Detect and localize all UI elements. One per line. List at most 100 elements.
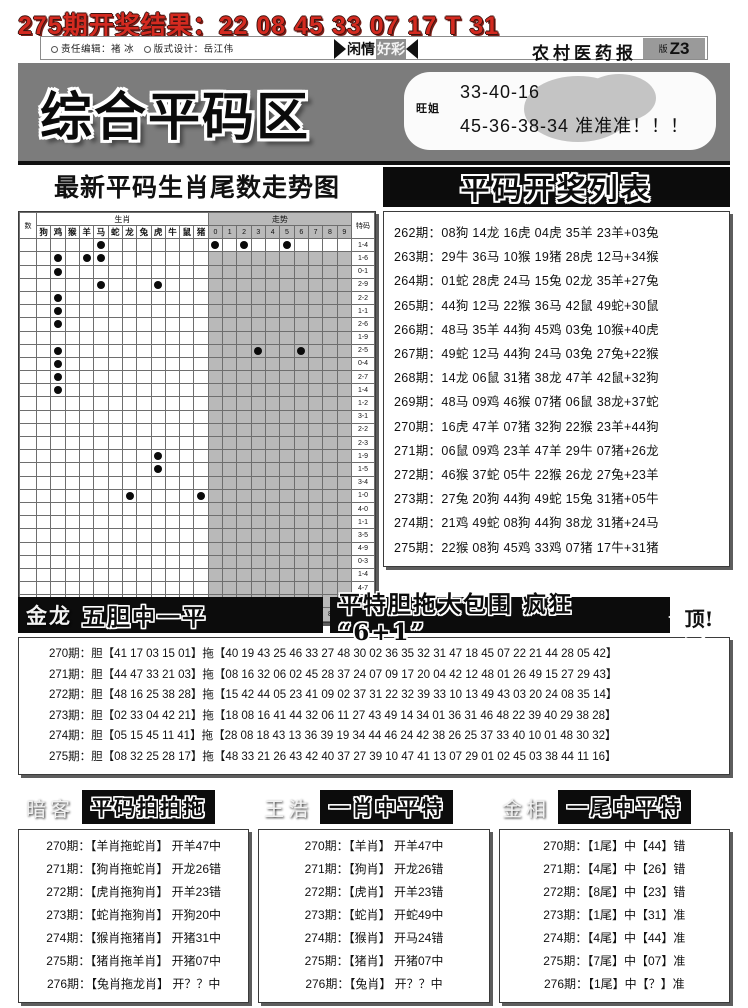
tail-cell	[307, 528, 324, 543]
bottom-row: 271期：【4尾】中【26】错	[543, 862, 686, 876]
tail-cell	[264, 409, 281, 424]
zodiac-header-9: 牛	[164, 224, 181, 240]
zodiac-cell	[136, 238, 152, 253]
zodiac-cell	[78, 396, 95, 411]
marker-dot-icon	[96, 280, 105, 289]
trend-row: 1-4	[19, 567, 375, 583]
zodiac-cell	[50, 409, 66, 424]
zodiac-cell	[64, 528, 80, 543]
zodiac-cell	[78, 238, 95, 253]
trend-row-index	[19, 554, 37, 569]
zodiac-cell	[193, 581, 209, 596]
tail-cell	[264, 264, 281, 279]
zodiac-cell	[78, 422, 95, 438]
zodiac-cell	[50, 567, 66, 583]
tail-cell	[293, 475, 309, 490]
result-row: 267期：49蛇 12马 44狗 24马 03兔 27兔+22猴	[394, 347, 659, 362]
tail-cell	[322, 462, 338, 477]
zodiac-cell	[50, 343, 66, 358]
zodiac-cell	[179, 330, 195, 345]
col-index-header: 数	[19, 211, 37, 240]
zodiac-cell	[150, 422, 166, 438]
zodiac-cell	[64, 264, 80, 279]
zodiac-cell	[179, 277, 195, 292]
marker-dot-icon	[82, 254, 91, 263]
zodiac-cell	[193, 475, 209, 490]
tail-cell	[322, 356, 338, 372]
zodiac-cell	[35, 488, 52, 503]
zodiac-cell	[179, 396, 195, 411]
zodiac-cell	[193, 462, 209, 477]
tail-cell	[207, 409, 224, 424]
bottom-title-2: 一尾中平特	[567, 795, 682, 820]
middle-brand: 金龙	[26, 603, 72, 628]
tail-cell	[293, 238, 309, 253]
zodiac-cell	[35, 567, 52, 583]
zodiac-cell	[150, 330, 166, 345]
tail-cell	[207, 541, 224, 556]
bottom-row: 275期：【猪肖拖羊肖】 开猪07中	[46, 954, 222, 968]
result-row: 262期：08狗 14龙 16虎 04虎 35羊 23羊+03兔	[394, 226, 659, 240]
tail-cell	[264, 515, 281, 530]
tail-cell	[322, 488, 338, 503]
tail-cell	[250, 396, 267, 411]
zodiac-cell	[64, 356, 80, 372]
tail-cell	[264, 581, 281, 596]
tail-cell	[293, 356, 309, 372]
zodiac-cell	[50, 330, 66, 345]
zodiac-cell	[93, 370, 109, 385]
tail-cell	[293, 567, 309, 583]
marker-dot-icon	[154, 465, 163, 474]
tail-cell	[222, 422, 238, 438]
marker-dot-icon	[240, 241, 249, 250]
tail-cell	[236, 396, 252, 411]
tail-cell	[293, 251, 309, 266]
zodiac-cell	[121, 330, 138, 345]
trend-row-index	[19, 488, 37, 503]
tail-cell	[293, 330, 309, 345]
zodiac-cell	[35, 501, 52, 517]
middle-row: 270期：胆【41 17 03 15 01】拖【40 19 43 25 46 3…	[49, 648, 618, 660]
zodiac-cell	[121, 541, 138, 556]
zodiac-cell	[164, 356, 181, 372]
zodiac-cell	[121, 528, 138, 543]
bottom-brand-1: 王浩	[264, 796, 312, 821]
tail-cell	[307, 488, 324, 503]
zodiac-cell	[93, 251, 109, 266]
zodiac-cell	[78, 567, 95, 583]
tail-cell	[322, 290, 338, 306]
zodiac-cell	[107, 581, 123, 596]
tail-cell	[336, 356, 353, 372]
tail-cell	[222, 251, 238, 266]
zodiac-cell	[64, 541, 80, 556]
zodiac-cell	[150, 251, 166, 266]
zodiac-cell	[50, 488, 66, 503]
special-value: 1-1	[351, 515, 375, 530]
result-row: 272期：46猴 37蛇 05牛 22猴 26龙 27兔+23羊	[394, 468, 659, 483]
zodiac-cell	[193, 251, 209, 266]
zodiac-cell	[93, 541, 109, 556]
zodiac-cell	[150, 515, 166, 530]
zodiac-cell	[35, 264, 52, 279]
bottom-banner-1: 王浩 一肖中平特	[256, 788, 494, 826]
result-row: 268期：14龙 06鼠 31猪 38龙 47羊 42鼠+32狗	[394, 371, 659, 386]
marker-dot-icon	[53, 254, 62, 263]
zodiac-cell	[64, 501, 80, 517]
zodiac-cell	[64, 330, 80, 345]
bottom-row: 273期：【蛇肖拖狗肖】 开狗20中	[46, 908, 222, 922]
zodiac-cell	[93, 475, 109, 490]
zodiac-header-0: 狗	[35, 224, 52, 240]
tail-cell	[293, 422, 309, 438]
tail-cell	[222, 317, 238, 332]
zodiac-header-1: 鸡	[50, 224, 66, 240]
marker-dot-icon	[53, 359, 62, 368]
zodiac-cell	[179, 238, 195, 253]
zodiac-cell	[179, 290, 195, 306]
tail-cell	[307, 383, 324, 398]
tail-cell	[236, 515, 252, 530]
tail-cell	[307, 277, 324, 292]
middle-row: 273期：胆【02 33 04 42 21】拖【18 08 16 41 44 3…	[49, 709, 617, 722]
trend-chart-title: 最新平码生肖尾数走势图	[53, 173, 340, 202]
zodiac-cell	[179, 370, 195, 385]
